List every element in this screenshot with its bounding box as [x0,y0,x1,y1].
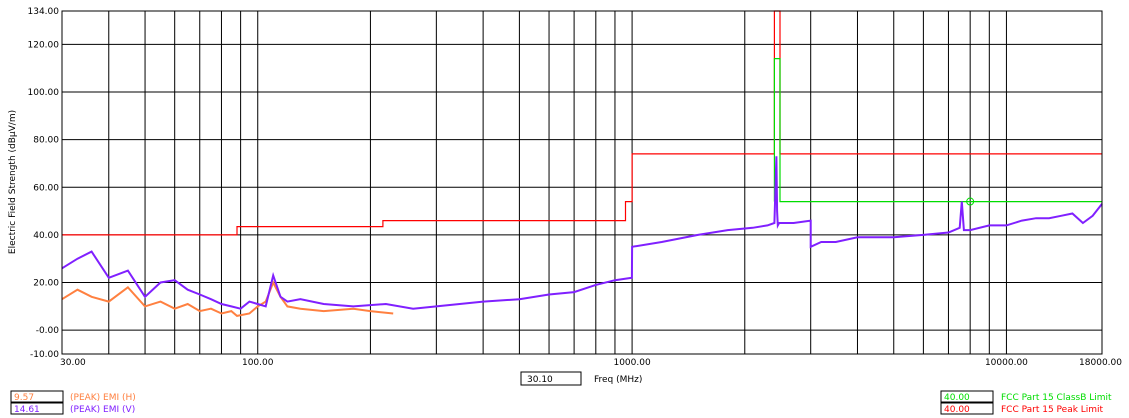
cursor-value: 30.10 [527,375,553,385]
legend-label: FCC Part 15 Peak Limit [1001,405,1104,415]
y-tick-label: 20.00 [33,279,59,289]
series-peak-emi-v [61,156,1103,310]
x-tick-label: 1000.00 [613,358,650,368]
y-tick-labels: -10.00 -0.00 20.00 40.00 60.00 80.00 100.00 120… [28,7,60,360]
cursor-value-box[interactable] [520,371,582,386]
legend-value-box [10,390,64,403]
plot-frame [61,10,1103,355]
legend-value: 9.57 [14,393,34,403]
y-tick-label: 60.00 [33,183,59,193]
series-fcc-part-15-classb-limit [773,57,1102,203]
marker-point [966,197,975,206]
legend-value-box [940,390,994,403]
legend-value: 40.00 [944,393,970,403]
legend-label: (PEAK) EMI (H) [70,393,136,403]
x-axis-title: Freq (MHz) [594,375,642,385]
x-tick-label: 10000.00 [985,358,1028,368]
legend-label: (PEAK) EMI (V) [70,405,135,415]
y-tick-label: -10.00 [30,350,59,360]
legend-label: FCC Part 15 ClassB Limit [1001,393,1112,403]
legend-value: 14.61 [14,405,40,415]
x-tick-label: 30.00 [60,358,86,368]
legend-value-box [10,402,64,415]
y-tick-label: 100.00 [28,88,60,98]
y-tick-label: 80.00 [33,136,59,146]
y-tick-label: -0.00 [36,326,60,336]
x-tick-labels: 30.00 100.00 1000.00 10000.00 18000.00 [60,358,1122,368]
series-peak-emi-h [61,280,394,317]
y-tick-label: 40.00 [33,231,59,241]
legend-value-box [940,402,994,415]
legend-left: 9.57 (PEAK) EMI (H) 14.61 (PEAK) EMI (V) [10,390,136,415]
legend-right: 40.00 FCC Part 15 ClassB Limit 40.00 FCC Pa… [940,390,1112,415]
y-tick-label: 120.00 [28,40,60,50]
x-tick-label: 100.00 [242,358,274,368]
y-tick-label: 134.00 [28,7,60,17]
x-tick-label: 18000.00 [1079,358,1122,368]
y-axis-title: Electric Field Strength (dBµV/m) [8,110,18,254]
legend-value: 40.00 [944,405,970,415]
series-group [61,10,1103,317]
